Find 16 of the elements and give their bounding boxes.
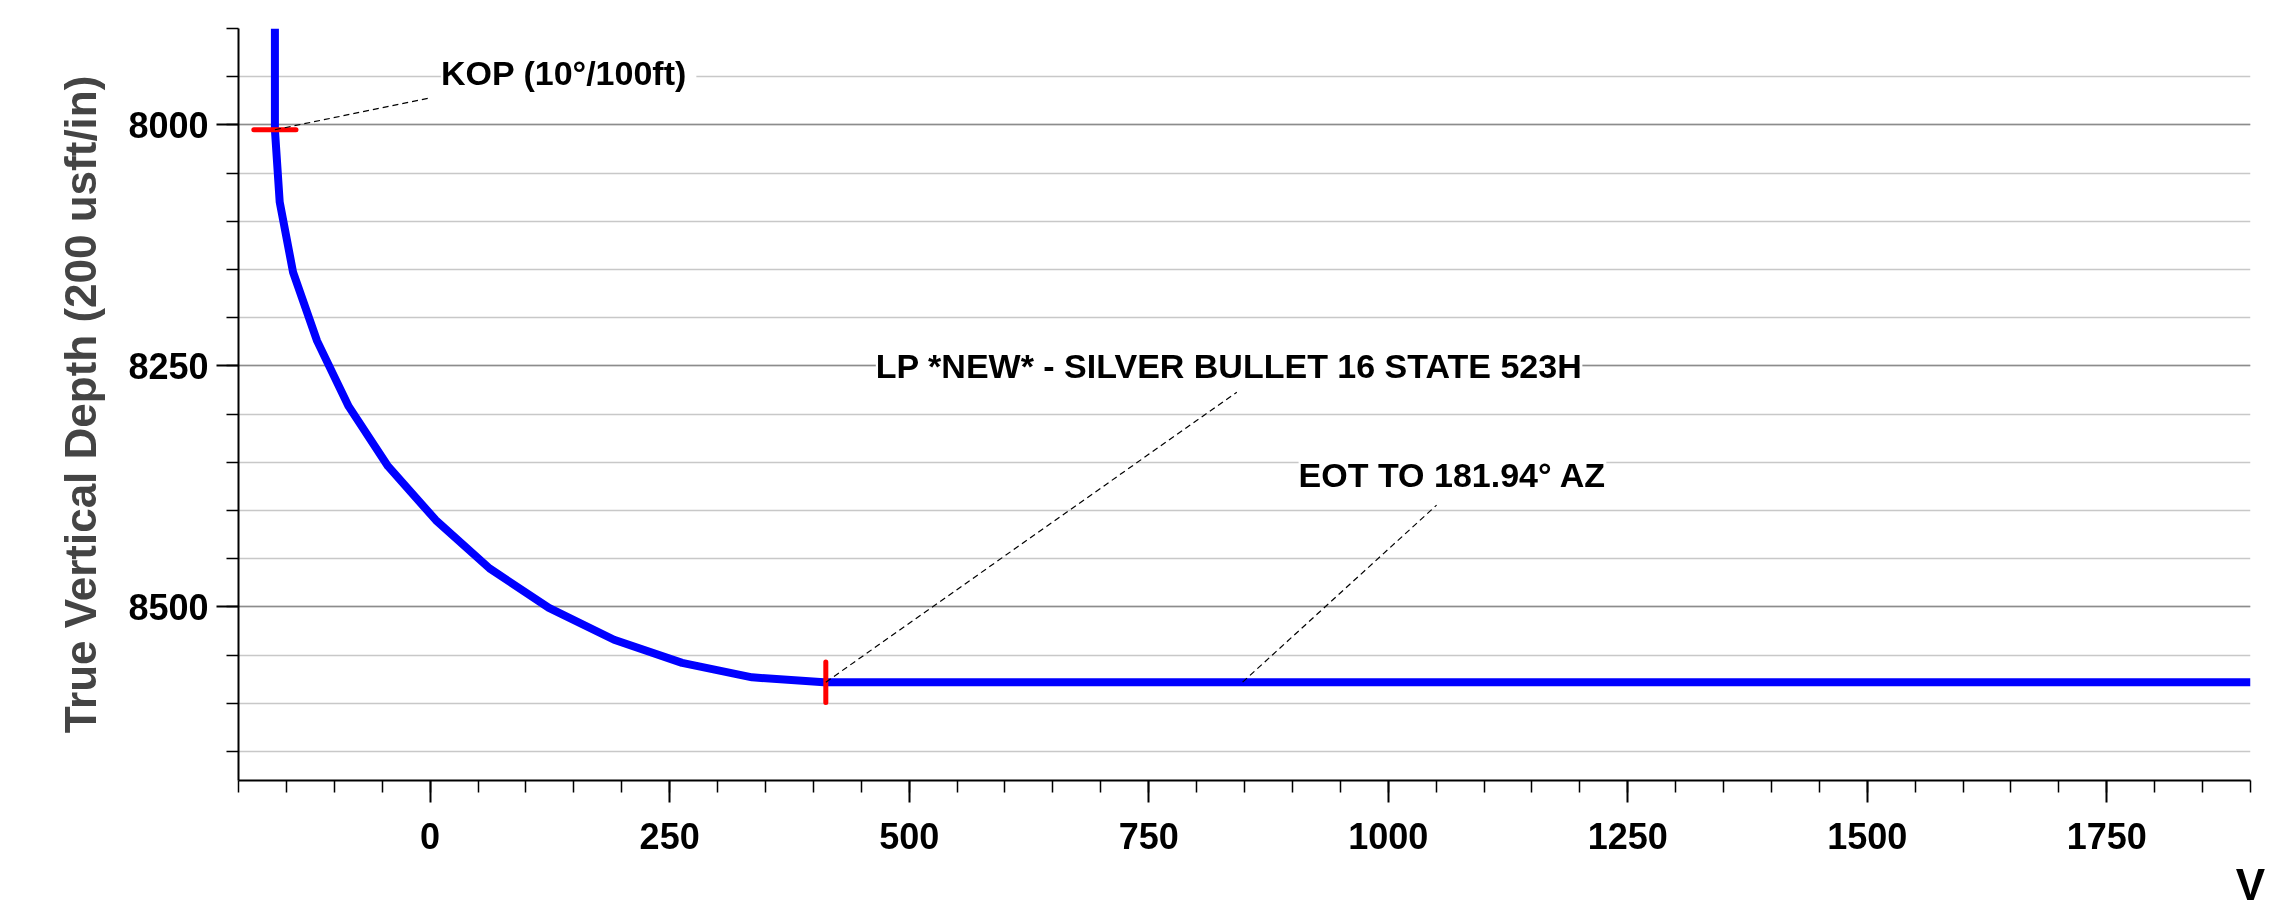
y-tick-label: 8000 (128, 104, 209, 146)
annotation: KOP (10°/100ft) (440, 53, 687, 92)
x-tick-label: 1500 (1827, 815, 1908, 857)
x-tick-label: 750 (1118, 815, 1179, 857)
x-tick-label: 1250 (1587, 815, 1668, 857)
x-tick-label: 250 (639, 815, 700, 857)
annotation: LP *NEW* - SILVER BULLET 16 STATE 523H (875, 347, 1582, 386)
x-tick-label: 1000 (1348, 815, 1429, 857)
x-tick-label: 1750 (2066, 815, 2147, 857)
y-axis-title: True Vertical Depth (200 usft/in) (56, 75, 106, 734)
x-tick-label: 0 (420, 815, 441, 857)
y-tick-label: 8250 (128, 345, 209, 387)
x-axis-title: V (2235, 859, 2266, 909)
y-tick-label: 8500 (128, 586, 209, 628)
x-tick-label: 500 (879, 815, 940, 857)
annotation: EOT TO 181.94° AZ (1298, 456, 1606, 495)
